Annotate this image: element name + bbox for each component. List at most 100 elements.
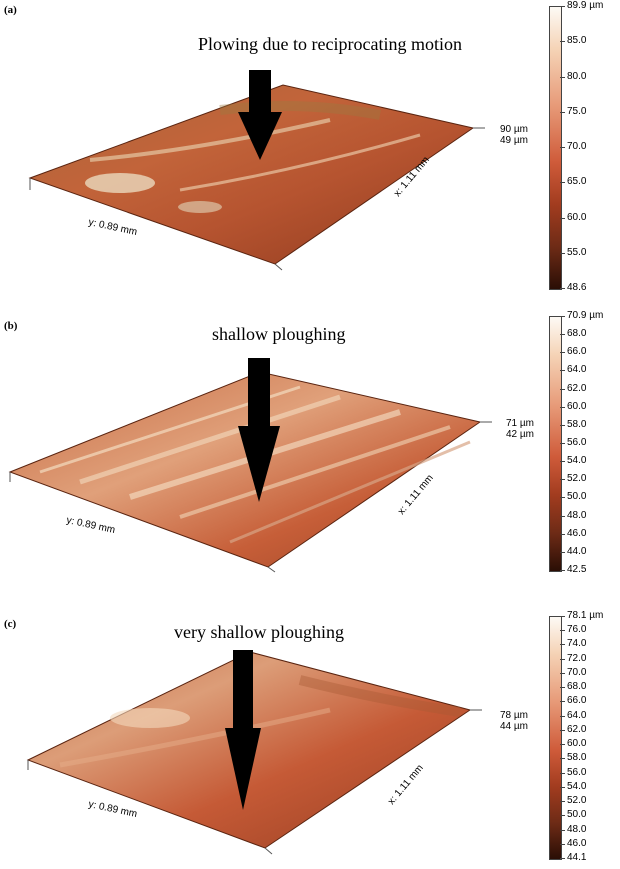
scale-tick — [560, 715, 565, 717]
scale-tick-label: 80.0 — [567, 70, 587, 82]
scale-tick-label: 64.0 — [567, 709, 587, 721]
scale-tick-label: 76.0 — [567, 624, 587, 636]
scale-tick-label: 74.0 — [567, 638, 587, 650]
scale-tick — [560, 843, 565, 845]
scale-tick-label: 72.0 — [567, 652, 587, 664]
scale-tick-label: 42.5 — [567, 564, 587, 575]
scale-tick-label: 50.0 — [567, 809, 587, 821]
scale-tick — [560, 182, 565, 184]
surface-plot-c — [26, 650, 482, 855]
panel-a: (a) Plowing due to reciprocating motion … — [0, 0, 620, 293]
scale-tick-label: 66.0 — [567, 695, 587, 707]
z-min: 49 µm — [500, 135, 528, 146]
scale-tick-label: 85.0 — [567, 35, 587, 47]
scale-tick-label: 52.0 — [567, 473, 587, 485]
scale-tick — [560, 533, 565, 535]
panel-label: (b) — [4, 320, 18, 332]
scale-tick-label: 46.0 — [567, 527, 587, 539]
z-max: 78 µm — [500, 710, 528, 721]
scale-tick-label: 78.1 µm — [567, 610, 604, 621]
scale-tick-label: 62.0 — [567, 723, 587, 735]
scale-tick — [560, 443, 565, 444]
scale-tick-label: 58.0 — [567, 752, 587, 764]
scale-tick-label: 68.0 — [567, 328, 587, 340]
scale-tick — [560, 729, 565, 731]
scale-tick-label: 60.0 — [567, 738, 587, 750]
scale-tick-label: 56.0 — [567, 766, 587, 778]
scale-tick-label: 54.0 — [567, 780, 587, 792]
scale-tick-label: 44.0 — [567, 545, 587, 557]
panel-label: (a) — [4, 4, 17, 16]
scale-tick — [560, 406, 565, 408]
scale-tick — [560, 687, 565, 689]
scale-tick-label: 58.0 — [567, 418, 587, 430]
scale-tick — [560, 786, 565, 788]
scale-tick — [560, 370, 565, 372]
z-range: 78 µm 44 µm — [500, 710, 528, 732]
scale-tick-label: 62.0 — [567, 382, 587, 394]
scale-tick-label: 75.0 — [567, 105, 587, 117]
scale-tick-label: 60.0 — [567, 400, 587, 412]
scale-tick — [560, 744, 565, 746]
scale-tick-label: 89.9 µm — [567, 0, 604, 11]
scale-tick — [560, 352, 565, 354]
scale-tick-label: 52.0 — [567, 795, 587, 807]
scale-tick — [560, 424, 565, 426]
scale-tick — [560, 551, 565, 553]
color-scale-bar — [549, 616, 562, 860]
scale-tick — [560, 616, 565, 617]
scale-tick — [560, 217, 565, 219]
scale-tick — [560, 147, 565, 148]
scale-tick-label: 48.0 — [567, 509, 587, 521]
scale-tick — [560, 41, 565, 43]
panel-c: (c) very shallow ploughing y: 0.89 mm x:… — [0, 600, 620, 869]
scale-tick — [560, 388, 565, 390]
z-range: 90 µm 49 µm — [500, 124, 528, 146]
scale-tick-label: 55.0 — [567, 246, 587, 258]
scale-tick — [560, 6, 565, 7]
scale-tick-label: 54.0 — [567, 455, 587, 467]
scale-tick-label: 70.9 µm — [567, 310, 604, 321]
scale-tick — [560, 515, 565, 517]
scale-tick-label: 60.0 — [567, 211, 587, 223]
scale-tick — [560, 288, 565, 289]
z-max: 90 µm — [500, 124, 528, 135]
scale-tick — [560, 497, 565, 499]
scale-tick-label: 66.0 — [567, 346, 587, 358]
panel-label: (c) — [4, 618, 17, 630]
scale-tick — [560, 316, 565, 317]
z-range: 71 µm 42 µm — [506, 418, 534, 440]
scale-tick — [560, 815, 565, 817]
scale-tick — [560, 334, 565, 336]
scale-tick-label: 68.0 — [567, 681, 587, 693]
z-max: 71 µm — [506, 418, 534, 429]
scale-tick-label: 44.1 — [567, 852, 587, 863]
scale-tick-label: 70.0 — [567, 666, 587, 678]
panel-title: Plowing due to reciprocating motion — [198, 34, 462, 54]
scale-tick-label: 46.0 — [567, 837, 587, 849]
scale-tick — [560, 644, 565, 646]
panel-b: (b) shallow ploughing y: 0.89 mm x: 1.11… — [0, 302, 620, 582]
panel-title: shallow ploughing — [212, 324, 346, 344]
scale-tick-label: 65.0 — [567, 176, 587, 188]
color-scale-bar — [549, 316, 562, 572]
surface-plot-a — [28, 70, 485, 271]
scale-tick-label: 56.0 — [567, 437, 587, 448]
scale-tick — [560, 111, 565, 113]
scale-tick — [560, 772, 565, 774]
scale-tick — [560, 672, 565, 674]
scale-tick — [560, 252, 565, 254]
scale-tick — [560, 801, 565, 803]
scale-tick — [560, 758, 565, 760]
scale-tick — [560, 701, 565, 703]
scale-tick-label: 48.0 — [567, 823, 587, 835]
scale-tick-label: 64.0 — [567, 364, 587, 376]
scale-tick — [560, 76, 565, 78]
panel-title: very shallow ploughing — [174, 622, 344, 642]
scale-tick — [560, 479, 565, 481]
scale-tick-label: 70.0 — [567, 141, 587, 152]
z-min: 44 µm — [500, 721, 528, 732]
scale-tick-label: 48.6 — [567, 282, 587, 293]
scale-tick — [560, 570, 565, 571]
z-min: 42 µm — [506, 429, 534, 440]
